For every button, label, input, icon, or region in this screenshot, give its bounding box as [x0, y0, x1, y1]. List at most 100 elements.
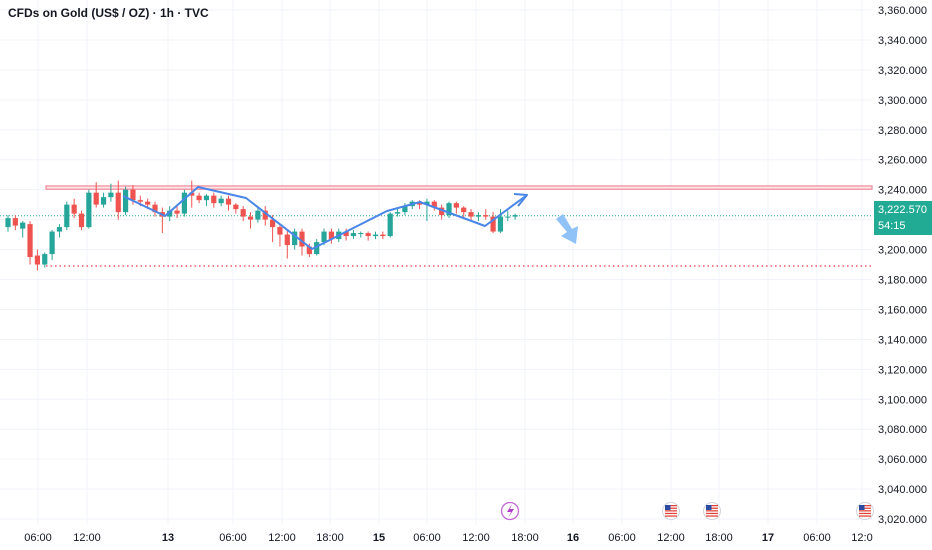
projected-down-arrow: [556, 214, 578, 244]
flag-stripe: [665, 515, 677, 517]
lightning-event-icon: [500, 501, 520, 521]
time-tick-label: 18:00: [705, 532, 733, 544]
flag-stripe: [665, 510, 677, 512]
chart-title: CFDs on Gold (US$ / OZ) · 1h · TVC: [8, 6, 209, 20]
candle-body: [431, 201, 437, 208]
price-tick-label: 3,100.000: [878, 394, 927, 406]
candle-body: [306, 246, 312, 255]
flag-stripe: [859, 505, 871, 507]
candle-body: [277, 227, 283, 235]
candle-body: [350, 233, 357, 237]
candle-body: [56, 227, 63, 232]
candle-body: [181, 192, 187, 214]
candle-body: [402, 206, 408, 213]
price-tick-label: 3,200.000: [878, 245, 927, 257]
candle-body: [189, 192, 195, 196]
candle-body: [225, 198, 232, 205]
candle-body: [71, 204, 77, 214]
us-flag-icon: [856, 502, 874, 520]
candle-body: [27, 224, 33, 258]
flag-stripe: [665, 512, 677, 515]
time-axis[interactable]: 06:00 12:00 13 06:00 12:00 18:00 15 06:00 12:00 1…: [24, 532, 872, 544]
us-flag-icon: [662, 502, 680, 520]
price-tick-label: 3,160.000: [878, 304, 927, 316]
time-tick-label: 12:00: [657, 532, 685, 544]
candle-body: [49, 231, 55, 255]
us-flag-icon: [703, 502, 721, 520]
flag-canton: [706, 505, 712, 510]
flag-stripe: [859, 515, 871, 517]
candle-body: [255, 210, 261, 220]
price-tick-label: 3,320.000: [878, 65, 927, 77]
candle-body: [42, 254, 48, 265]
arrow-up-right-head: [513, 193, 528, 207]
candle-body: [446, 203, 452, 216]
flag-stripe: [706, 507, 718, 509]
time-tick-label: 12:00: [462, 532, 490, 544]
price-tick-label: 3,300.000: [878, 95, 927, 107]
price-tick-label: 3,280.000: [878, 125, 927, 137]
flag-stripe: [706, 510, 718, 512]
candle-body: [152, 204, 158, 213]
candle-body: [233, 204, 239, 210]
candle-body: [490, 216, 496, 232]
price-tick-label: 3,060.000: [878, 454, 927, 466]
price-tick-label: 3,340.000: [878, 35, 927, 47]
candle-body: [314, 242, 320, 255]
candle-body: [387, 213, 393, 237]
candle-body: [167, 210, 173, 217]
candle-body: [394, 212, 401, 214]
candle-body: [372, 234, 379, 237]
candle-body: [218, 198, 224, 204]
candle-body: [343, 231, 349, 237]
candle-body: [262, 210, 268, 220]
time-tick-label: 06:00: [413, 532, 441, 544]
event-markers: [500, 501, 874, 521]
candle-body: [78, 213, 85, 228]
candle-body: [328, 231, 334, 240]
flag-stripe: [859, 510, 871, 512]
candle-body: [130, 189, 136, 201]
candle-body: [453, 203, 459, 208]
candle-body: [34, 255, 40, 265]
bar-countdown: 54:15: [878, 220, 906, 232]
candle-body: [12, 218, 18, 226]
time-tick-label: 12:0: [851, 532, 872, 544]
price-tick-label: 3,240.000: [878, 185, 927, 197]
candle-body: [505, 216, 511, 218]
time-tick-label: 06:00: [219, 532, 247, 544]
chart-grid: [0, 0, 872, 525]
candle-body: [424, 201, 430, 205]
candle-body: [100, 197, 107, 205]
last-price-label: 3,222.570 54:15: [874, 201, 932, 235]
time-tick-label: 06:00: [803, 532, 831, 544]
candle-body: [475, 215, 481, 217]
candle-body: [270, 219, 276, 228]
candle-body: [137, 200, 143, 202]
price-tick-label: 3,040.000: [878, 484, 927, 496]
candle-body: [512, 215, 518, 217]
candle-body: [86, 192, 92, 228]
price-tick-label: 3,260.000: [878, 155, 927, 167]
candle-body: [240, 209, 246, 217]
candle-body: [145, 201, 151, 205]
lightning-bolt: [507, 504, 514, 518]
time-tick-label: 12:00: [73, 532, 101, 544]
time-tick-label: 06:00: [24, 532, 52, 544]
flag-stripe: [706, 512, 718, 515]
price-axis[interactable]: 3,360.000 3,340.000 3,320.000 3,300.000 3,28…: [878, 5, 927, 526]
price-tick-label: 3,080.000: [878, 424, 927, 436]
price-tick-label: 3,120.000: [878, 364, 927, 376]
candle-body: [115, 192, 121, 213]
candle-body: [358, 233, 364, 235]
time-tick-label: 18:00: [511, 532, 539, 544]
candle-body: [203, 195, 210, 201]
time-tick-label: 17: [762, 532, 774, 544]
price-tick-label: 3,180.000: [878, 274, 927, 286]
candle-body: [365, 233, 371, 237]
candle-body: [284, 234, 290, 246]
price-tick-label: 3,360.000: [878, 5, 927, 17]
candle-body: [108, 192, 114, 198]
price-tick-label: 3,020.000: [878, 514, 927, 526]
